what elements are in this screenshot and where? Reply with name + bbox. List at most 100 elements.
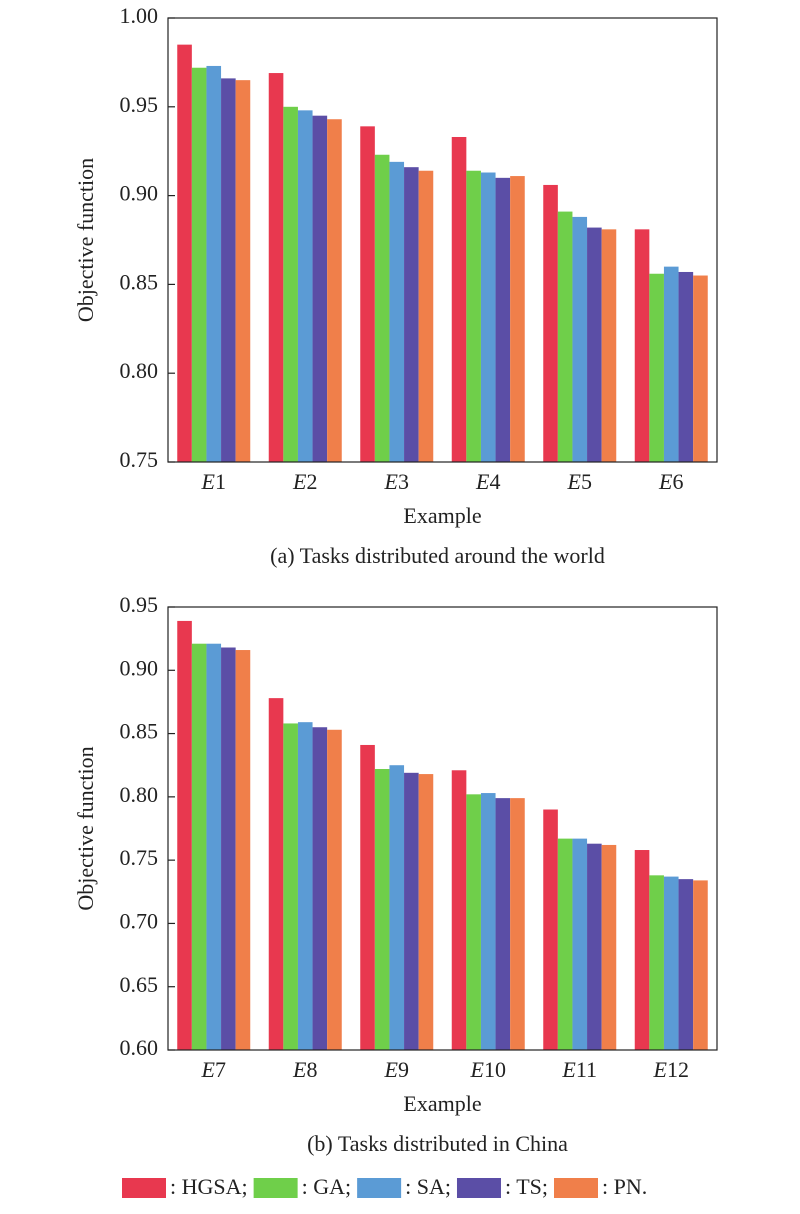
bar	[360, 126, 375, 462]
bar	[404, 167, 419, 462]
bar	[451, 136, 467, 462]
bar	[466, 170, 481, 462]
bar	[327, 119, 342, 463]
bar	[678, 271, 694, 462]
bar	[418, 170, 434, 462]
bar	[649, 273, 664, 462]
x-tick-label: E8	[292, 1057, 317, 1082]
bar	[466, 794, 481, 1050]
bar	[283, 106, 298, 463]
bar	[634, 229, 650, 462]
bar	[418, 774, 434, 1050]
bar	[327, 729, 342, 1050]
x-tick-label: E2	[292, 469, 317, 494]
y-tick-label: 0.95	[120, 92, 159, 117]
bar	[634, 850, 650, 1050]
x-tick-label: E7	[201, 1057, 226, 1082]
y-axis-label: Objective function	[73, 746, 98, 910]
bar	[389, 161, 405, 462]
y-tick-label: 0.80	[120, 782, 159, 807]
bar	[663, 266, 679, 462]
bar	[587, 843, 602, 1050]
bar	[360, 744, 375, 1050]
bar	[601, 229, 617, 462]
bar	[557, 211, 573, 462]
y-tick-label: 0.90	[120, 181, 159, 206]
chart-title: (b) Tasks distributed in China	[307, 1131, 568, 1156]
bar	[572, 216, 588, 462]
legend-label: : SA;	[405, 1174, 451, 1199]
x-tick-label: E5	[567, 469, 592, 494]
plot-frame	[167, 606, 718, 1051]
bar	[177, 44, 192, 462]
bar	[221, 78, 236, 462]
bar	[543, 809, 558, 1050]
bar	[297, 110, 313, 463]
bar	[557, 838, 573, 1050]
bar	[495, 798, 511, 1050]
x-axis-label: Example	[403, 503, 481, 528]
x-tick-label: E3	[384, 469, 409, 494]
bar	[678, 879, 694, 1050]
bar	[480, 793, 496, 1050]
bar	[649, 875, 664, 1050]
x-tick-label: E12	[653, 1057, 689, 1082]
bar	[268, 698, 284, 1050]
legend-label: : PN.	[602, 1174, 647, 1199]
bar	[693, 880, 708, 1050]
x-tick-label: E9	[384, 1057, 409, 1082]
bar	[404, 772, 419, 1050]
bar	[235, 650, 251, 1050]
y-tick-label: 0.75	[120, 845, 159, 870]
x-tick-label: E6	[658, 469, 683, 494]
y-tick-label: 0.60	[120, 1035, 159, 1060]
y-tick-label: 0.85	[120, 269, 159, 294]
bar	[663, 876, 679, 1050]
y-tick-label: 0.85	[120, 719, 159, 744]
y-tick-label: 0.90	[120, 655, 159, 680]
x-tick-label: E11	[561, 1057, 597, 1082]
legend-label: : GA;	[302, 1174, 352, 1199]
bar	[389, 765, 405, 1050]
chart-title: (a) Tasks distributed around the world	[270, 543, 605, 568]
bar	[191, 643, 207, 1050]
bar	[693, 275, 708, 462]
y-axis-label: Objective function	[73, 158, 98, 322]
bar	[543, 184, 558, 462]
bar	[312, 727, 328, 1050]
y-tick-label: 1.00	[120, 3, 159, 28]
bar	[601, 844, 617, 1050]
bar	[268, 73, 284, 462]
y-tick-label: 0.75	[120, 447, 159, 472]
x-tick-label: E1	[201, 469, 226, 494]
bar	[312, 115, 328, 463]
x-axis-label: Example	[403, 1091, 481, 1116]
legend-swatch	[122, 1178, 166, 1198]
plot-frame	[167, 17, 718, 463]
bar	[283, 723, 298, 1050]
legend-label: : TS;	[505, 1174, 548, 1199]
legend-swatch	[554, 1178, 598, 1198]
x-tick-label: E4	[475, 469, 500, 494]
bar	[206, 65, 222, 463]
bar	[177, 620, 192, 1050]
bar	[206, 643, 222, 1050]
bar	[297, 722, 313, 1050]
bar	[451, 770, 467, 1050]
legend-swatch	[253, 1178, 298, 1198]
legend-swatch	[456, 1178, 501, 1198]
bar	[221, 647, 236, 1050]
x-tick-label: E10	[470, 1057, 506, 1082]
bar	[510, 798, 525, 1050]
bar	[480, 172, 496, 462]
y-tick-label: 0.80	[120, 358, 159, 383]
bar	[191, 67, 207, 462]
bar	[572, 838, 588, 1050]
bar	[587, 227, 602, 462]
y-tick-label: 0.65	[120, 972, 159, 997]
y-tick-label: 0.95	[120, 592, 159, 617]
bar	[235, 80, 251, 462]
y-tick-label: 0.70	[120, 908, 159, 933]
bar	[374, 154, 390, 462]
